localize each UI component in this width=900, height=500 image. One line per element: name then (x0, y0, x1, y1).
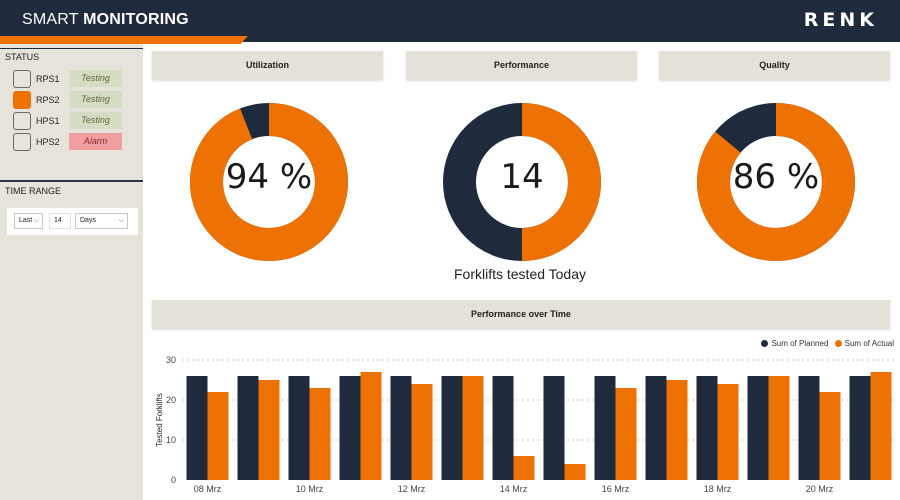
status-row-hps1: HPS1 Testing (13, 112, 123, 130)
legend-label: Sum of Actual (844, 339, 894, 348)
status-label: RPS2 (36, 95, 60, 105)
status-badge: Testing (69, 112, 122, 129)
x-tick-label: 10 Mrz (296, 484, 324, 494)
legend-item-planned[interactable]: Sum of Planned (761, 339, 828, 348)
bar-planned (645, 376, 667, 480)
performance-bar-chart: 0 10 20 30 Tested Forklifts 08 Mrz 10 Mrz 12 Mr… (155, 355, 896, 494)
bar-planned (543, 376, 565, 480)
chevron-down-icon: ⌵ (118, 217, 124, 224)
bar-actual (870, 372, 892, 480)
bar-actual (411, 384, 433, 480)
x-tick-label: 12 Mrz (398, 484, 426, 494)
header-accent-stripe (0, 36, 248, 44)
performance-donut (443, 103, 601, 261)
utilization-value: 94 % (225, 157, 313, 197)
time-unit-value: Days (80, 217, 96, 224)
quality-donut (697, 103, 855, 261)
status-checkbox-rps2[interactable] (13, 91, 31, 109)
status-checkbox-rps1[interactable] (13, 70, 31, 88)
y-axis-label: Tested Forklifts (155, 393, 164, 447)
bar-actual (309, 388, 331, 480)
status-row-hps2: HPS2 Alarm (13, 133, 123, 151)
app-header: SMART MONITORING RENK (0, 0, 900, 42)
status-checkbox-hps2[interactable] (13, 133, 31, 151)
status-label: RPS1 (36, 74, 60, 84)
performance-donut-value (443, 103, 601, 261)
bar-actual (462, 376, 484, 480)
time-amount-input[interactable]: 14 (49, 213, 71, 229)
bar-planned (441, 376, 463, 480)
time-amount-value: 14 (54, 217, 62, 224)
performance-subtitle: Forklifts tested Today (453, 266, 587, 282)
status-checkbox-hps1[interactable] (13, 112, 31, 130)
utilization-donut-value (190, 103, 348, 261)
time-range-filter: Last ⌵ 14 Days ⌵ (7, 208, 138, 235)
quality-donut-value (697, 103, 855, 261)
app-title: SMART MONITORING (22, 11, 189, 28)
bar-planned (186, 376, 208, 480)
status-row-rps1: RPS1 Testing (13, 70, 123, 88)
bar-planned (849, 376, 871, 480)
bar-actual (207, 392, 229, 480)
bar-planned (492, 376, 514, 480)
bar-planned (747, 376, 769, 480)
status-badge: Testing (69, 91, 122, 108)
status-label: HPS1 (36, 116, 60, 126)
legend-dot (834, 340, 842, 347)
y-tick-label: 30 (166, 355, 176, 365)
status-badge: Testing (69, 70, 122, 87)
chevron-down-icon: ⌵ (33, 217, 39, 224)
bar-actual (360, 372, 382, 480)
chart-section-header: Performance over Time (152, 300, 890, 329)
bar-actual (768, 376, 790, 480)
status-row-rps2: RPS2 Testing (13, 91, 123, 109)
chart-legend: Sum of Planned Sum of Actual (757, 339, 894, 348)
y-tick-label: 20 (166, 395, 176, 405)
legend-item-actual[interactable]: Sum of Actual (834, 339, 894, 348)
quality-header: Quality (659, 51, 890, 80)
time-mode-value: Last (19, 217, 33, 224)
utilization-donut (190, 103, 348, 261)
bar-actual (666, 380, 688, 480)
time-unit-dropdown[interactable]: Days ⌵ (75, 213, 128, 229)
sidebar-divider (0, 180, 143, 182)
x-tick-label: 14 Mrz (500, 484, 528, 494)
utilization-header: Utilization (152, 51, 383, 80)
bar-actual (717, 384, 739, 480)
bar-planned (696, 376, 718, 480)
status-section-title: STATUS (5, 52, 40, 62)
bar-planned (237, 376, 259, 480)
performance-header: Performance (406, 51, 637, 80)
bar-planned (390, 376, 412, 480)
bar-actual (819, 392, 841, 480)
x-tick-label: 18 Mrz (704, 484, 732, 494)
bar-actual (513, 456, 535, 480)
renk-logo: RENK (803, 9, 878, 31)
legend-dot (761, 340, 769, 347)
bar-actual (615, 388, 637, 480)
bar-planned (798, 376, 820, 480)
sidebar-top-rule (0, 48, 143, 49)
quality-value: 86 % (732, 157, 820, 197)
y-tick-label: 0 (171, 475, 176, 485)
x-tick-label: 16 Mrz (602, 484, 630, 494)
x-tick-label: 20 Mrz (806, 484, 834, 494)
status-badge: Alarm (69, 133, 122, 150)
bar-planned (339, 376, 361, 480)
time-mode-dropdown[interactable]: Last ⌵ (14, 213, 43, 229)
time-range-title: TIME RANGE (5, 186, 62, 196)
bar-planned (594, 376, 616, 480)
status-label: HPS2 (36, 137, 60, 147)
x-tick-label: 08 Mrz (194, 484, 222, 494)
performance-value: 14 (500, 157, 544, 197)
legend-label: Sum of Planned (771, 339, 829, 348)
bar-actual (564, 464, 586, 480)
bar-planned (288, 376, 310, 480)
bar-actual (258, 380, 280, 480)
sidebar: STATUS RPS1 Testing RPS2 Testing HPS1 Te… (0, 44, 143, 500)
y-tick-label: 10 (166, 435, 176, 445)
